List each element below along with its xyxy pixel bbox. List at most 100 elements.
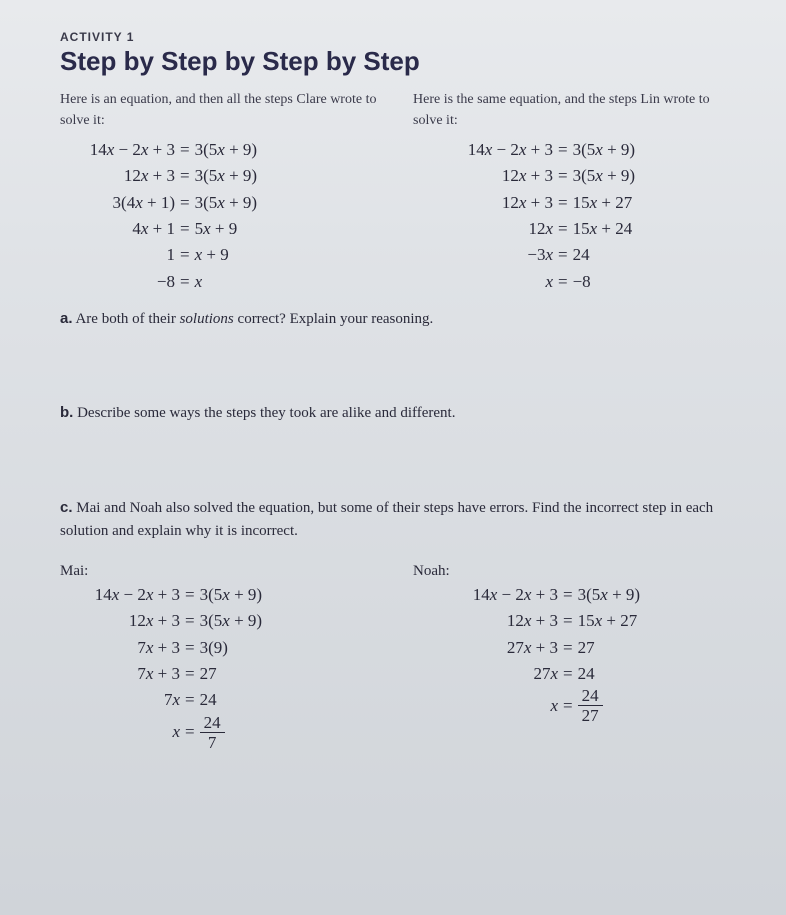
eq-right: 3(5x + 9)	[578, 582, 640, 608]
lin-eq-line: 12x + 3=3(5x + 9)	[413, 163, 736, 189]
qb-text: Describe some ways the steps they took a…	[77, 405, 455, 421]
eq-right: 15x + 27	[573, 190, 633, 216]
eq-right: −8	[573, 269, 591, 295]
eq-left: 1	[60, 242, 175, 268]
eq-right: 24	[573, 242, 590, 268]
equals-sign: =	[553, 269, 573, 295]
work-row-bottom: Mai: 14x − 2x + 3=3(5x + 9)12x + 3=3(5x …	[60, 563, 736, 751]
mai-eq-line: 7x + 3=3(9)	[60, 635, 383, 661]
fraction-numerator: 24	[200, 714, 225, 733]
qb-label: b.	[60, 404, 73, 421]
equals-sign: =	[180, 608, 200, 634]
eq-left: 14x − 2x + 3	[413, 582, 558, 608]
eq-right: 3(5x + 9)	[200, 582, 262, 608]
eq-right: 15x + 27	[578, 608, 638, 634]
mai-name: Mai:	[60, 563, 383, 580]
fraction-denominator: 7	[200, 733, 225, 751]
qa-label: a.	[60, 310, 73, 327]
noah-work: Noah: 14x − 2x + 3=3(5x + 9)12x + 3=15x …	[413, 563, 736, 751]
equals-sign: =	[558, 635, 578, 661]
question-b: b. Describe some ways the steps they too…	[60, 401, 736, 425]
clare-eq-line: −8=x	[60, 269, 383, 295]
equals-sign: =	[175, 163, 195, 189]
eq-left: −8	[60, 269, 175, 295]
eq-right: 3(5x + 9)	[573, 163, 635, 189]
equals-sign: =	[553, 216, 573, 242]
eq-left: 12x + 3	[413, 190, 553, 216]
fraction-numerator: 24	[578, 687, 603, 706]
equals-sign: =	[175, 242, 195, 268]
eq-right: 24	[578, 661, 595, 687]
lin-eq-line: x=−8	[413, 269, 736, 295]
eq-right: x + 9	[195, 242, 229, 268]
eq-right: 24	[200, 687, 217, 713]
eq-left: −3x	[413, 242, 553, 268]
lin-eq-line: 14x − 2x + 3=3(5x + 9)	[413, 137, 736, 163]
eq-left: 27x + 3	[413, 635, 558, 661]
eq-left: x	[413, 693, 558, 719]
equals-sign: =	[558, 608, 578, 634]
mai-work: Mai: 14x − 2x + 3=3(5x + 9)12x + 3=3(5x …	[60, 563, 383, 751]
eq-left: 27x	[413, 661, 558, 687]
fraction: 2427	[578, 687, 603, 724]
eq-right: 3(9)	[200, 635, 228, 661]
mai-eq-line: 12x + 3=3(5x + 9)	[60, 608, 383, 634]
eq-left: 3(4x + 1)	[60, 190, 175, 216]
eq-right: 5x + 9	[195, 216, 238, 242]
activity-label: ACTIVITY 1	[60, 30, 736, 44]
clare-eq-line: 14x − 2x + 3=3(5x + 9)	[60, 137, 383, 163]
clare-work: 14x − 2x + 3=3(5x + 9)12x + 3=3(5x + 9)3…	[60, 137, 383, 295]
eq-left: x	[60, 719, 180, 745]
eq-left: 12x + 3	[413, 163, 553, 189]
equals-sign: =	[180, 661, 200, 687]
fraction: 247	[200, 714, 225, 751]
eq-right: 27	[200, 661, 217, 687]
eq-right: x	[195, 269, 203, 295]
intro-row: Here is an equation, and then all the st…	[60, 89, 736, 131]
equals-sign: =	[175, 190, 195, 216]
noah-eq-line: 12x + 3=15x + 27	[413, 608, 736, 634]
noah-eq-line: 27x + 3=27	[413, 635, 736, 661]
equals-sign: =	[175, 137, 195, 163]
eq-right: 15x + 24	[573, 216, 633, 242]
eq-left: 12x + 3	[413, 608, 558, 634]
mai-eq-frac-line: x=247	[60, 714, 383, 751]
equals-sign: =	[180, 582, 200, 608]
mai-eq-line: 14x − 2x + 3=3(5x + 9)	[60, 582, 383, 608]
eq-right: 2427	[578, 687, 603, 724]
eq-right: 3(5x + 9)	[195, 190, 257, 216]
qa-text-2: correct? Explain your reasoning.	[234, 311, 434, 327]
eq-left: x	[413, 269, 553, 295]
equals-sign: =	[180, 719, 200, 745]
equals-sign: =	[175, 216, 195, 242]
eq-right: 3(5x + 9)	[200, 608, 262, 634]
clare-eq-line: 12x + 3=3(5x + 9)	[60, 163, 383, 189]
qc-text: Mai and Noah also solved the equation, b…	[60, 500, 713, 539]
question-a: a. Are both of their solutions correct? …	[60, 307, 736, 331]
mai-eq-line: 7x + 3=27	[60, 661, 383, 687]
equals-sign: =	[558, 693, 578, 719]
eq-left: 7x	[60, 687, 180, 713]
intro-clare: Here is an equation, and then all the st…	[60, 89, 383, 131]
equals-sign: =	[553, 137, 573, 163]
eq-right: 27	[578, 635, 595, 661]
intro-lin: Here is the same equation, and the steps…	[413, 89, 736, 131]
qa-text-1: Are both of their	[75, 311, 179, 327]
lin-eq-line: 12x + 3=15x + 27	[413, 190, 736, 216]
noah-eq-line: 14x − 2x + 3=3(5x + 9)	[413, 582, 736, 608]
eq-left: 7x + 3	[60, 635, 180, 661]
noah-eq-line: 27x=24	[413, 661, 736, 687]
noah-eq-frac-line: x=2427	[413, 687, 736, 724]
equals-sign: =	[180, 687, 200, 713]
lin-work: 14x − 2x + 3=3(5x + 9)12x + 3=3(5x + 9)1…	[413, 137, 736, 295]
clare-eq-line: 3(4x + 1)=3(5x + 9)	[60, 190, 383, 216]
noah-name: Noah:	[413, 563, 736, 580]
eq-left: 14x − 2x + 3	[413, 137, 553, 163]
question-c: c. Mai and Noah also solved the equation…	[60, 496, 736, 544]
eq-right: 247	[200, 714, 225, 751]
equals-sign: =	[558, 661, 578, 687]
equals-sign: =	[553, 242, 573, 268]
equals-sign: =	[175, 269, 195, 295]
work-row-top: 14x − 2x + 3=3(5x + 9)12x + 3=3(5x + 9)3…	[60, 137, 736, 295]
eq-left: 12x + 3	[60, 608, 180, 634]
